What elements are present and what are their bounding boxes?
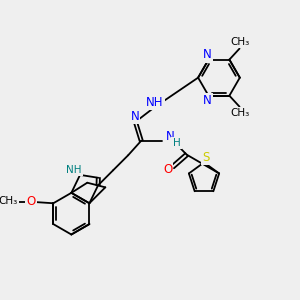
Text: NH: NH bbox=[66, 165, 81, 175]
Text: CH₃: CH₃ bbox=[230, 108, 250, 118]
Text: CH₃: CH₃ bbox=[230, 37, 250, 47]
Text: S: S bbox=[202, 151, 209, 164]
Text: N: N bbox=[203, 49, 212, 62]
Text: CH₃: CH₃ bbox=[0, 196, 18, 206]
Text: N: N bbox=[166, 130, 175, 143]
Text: N: N bbox=[203, 94, 212, 107]
Text: O: O bbox=[26, 195, 36, 208]
Text: H: H bbox=[172, 138, 180, 148]
Text: NH: NH bbox=[146, 96, 164, 109]
Text: N: N bbox=[130, 110, 139, 123]
Text: O: O bbox=[163, 163, 172, 176]
